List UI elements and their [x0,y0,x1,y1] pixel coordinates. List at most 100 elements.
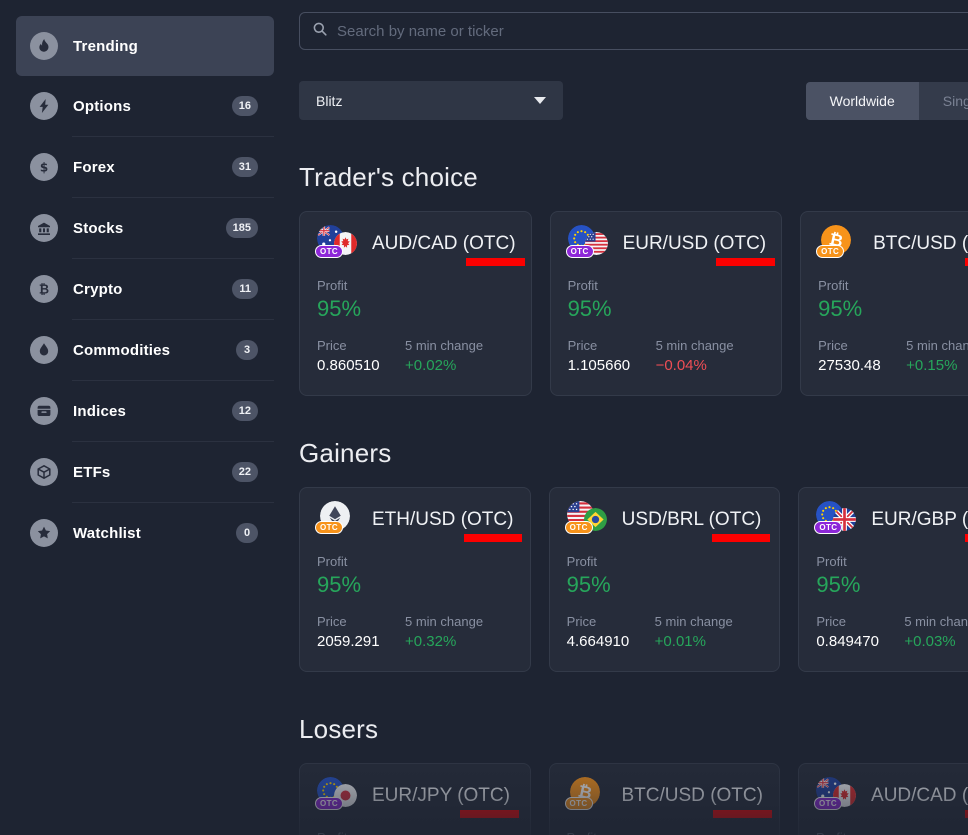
asset-card[interactable]: ₿OTC BTC/USD (OTC) Profit Price 5 min ch… [548,763,781,835]
price-label: Price [816,614,846,629]
price-label: Price [317,338,347,353]
sidebar-item-count-badge: 11 [232,279,258,299]
asset-card-header: ₿OTC BTC/USD (OTC) [564,777,772,818]
pair-name: AUD/CAD [372,232,458,254]
flame-icon [30,32,58,60]
pair-flags-icon: OTC [814,777,860,814]
svg-text:$: $ [40,160,48,174]
sidebar-item-forex[interactable]: $ Forex 31 [16,137,274,197]
cards-row: OTC AUD/CAD (OTC) Profit 95% Price 0.860… [299,211,968,396]
sidebar-divider [72,441,274,442]
pair-title: AUD/CAD (OTC) [871,785,968,818]
profit-label: Profit [818,278,849,293]
pair-title: BTC/USD (OTC) [873,232,968,266]
pair-otc-suffix: (OTC) [710,784,772,818]
pair-name: BTC/USD [873,232,957,254]
dollar-icon: $ [30,153,58,181]
pair-name: EUR/JPY [372,784,452,806]
asset-card[interactable]: OTC AUD/CAD (OTC) Profit 95% Price 0.860… [299,211,532,396]
asset-section: Trader's choice Last week OTC AUD/CAD (O… [299,162,968,396]
stats-row: Price 0.849470 5 min change +0.03% [816,614,968,650]
pair-title: AUD/CAD (OTC) [372,232,525,266]
profit-value: 95% [317,572,362,597]
price-value: 4.664910 [566,633,630,650]
cards-wrap: OTC EUR/JPY (OTC) Profit Price 5 min cha… [293,763,968,835]
pair-name: ETH/USD [372,508,456,530]
change-value: +0.32% [405,633,457,650]
sidebar-item-watchlist[interactable]: Watchlist 0 [16,503,274,563]
price-value: 1.105660 [567,357,631,374]
search-bar [299,12,968,50]
price-value: 27530.48 [818,357,881,374]
sidebar-item-options[interactable]: Options 16 [16,76,274,136]
asset-section: Gainers Last week OTC ETH/USD (OTC) Prof… [299,438,968,672]
price-label: Price [818,338,848,353]
asset-card[interactable]: OTC EUR/JPY (OTC) Profit Price 5 min cha… [299,763,531,835]
change-label: 5 min change [405,338,484,353]
sidebar-divider [72,319,274,320]
sidebar-item-indices[interactable]: Indices 12 [16,381,274,441]
cards-wrap: OTC ETH/USD (OTC) Profit 95% Price 2059.… [299,487,968,672]
profit-label: Profit [567,830,765,835]
instrument-type-dropdown[interactable]: Blitz [299,81,563,120]
region-tab-worldwide[interactable]: Worldwide [805,81,919,120]
archive-box-icon [30,397,58,425]
sidebar-item-stocks[interactable]: Stocks 185 [16,198,274,258]
sidebar-item-etfs[interactable]: ETFs 22 [16,442,274,502]
asset-card[interactable]: OTC AUD/CAD (OTC) Profit Price 5 min cha… [798,763,968,835]
otc-badge: OTC [565,245,594,258]
change-label: 5 min change [906,338,968,353]
price-label: Price [317,614,347,629]
pair-name: EUR/USD [622,232,709,254]
pair-name: EUR/GBP [871,508,957,530]
asset-card-header: OTC ETH/USD (OTC) [315,501,523,542]
stats-row: Price 1.105660 5 min change −0.04% [568,338,767,374]
sidebar-item-trending[interactable]: Trending [16,16,274,76]
change-label: 5 min change [655,338,734,353]
stats-row: Price 27530.48 5 min change +0.15% [818,338,968,374]
asset-card-header: OTC AUD/CAD (OTC) [315,225,525,266]
search-input[interactable] [337,22,968,40]
asset-card[interactable]: OTC ETH/USD (OTC) Profit 95% Price 2059.… [299,487,531,672]
otc-badge: OTC [315,797,344,810]
profit-label: Profit [317,554,348,569]
asset-card[interactable]: ₿OTC BTC/USD (OTC) Profit 95% Price 2753… [800,211,968,396]
search-icon [312,21,328,42]
droplet-icon [30,336,58,364]
profit-value: 95% [816,572,861,597]
otc-badge: OTC [564,521,593,534]
sidebar-item-count-badge: 12 [231,401,258,421]
pair-otc-suffix: (OTC) [962,785,968,818]
stats-row: Price 2059.291 5 min change +0.32% [317,614,515,650]
change-label: 5 min change [904,614,968,629]
region-toggle: WorldwideSingapore [805,81,968,120]
profit-label: Profit [567,278,598,293]
asset-card[interactable]: OTC EUR/GBP (OTC) Profit 95% Price 0.849… [798,487,968,672]
sidebar-item-label: Stocks [73,219,124,237]
profit-label: Profit [566,554,598,569]
sidebar-item-count-badge: 31 [231,157,258,177]
otc-badge: OTC [315,245,344,258]
region-tab-singapore[interactable]: Singapore [918,81,968,120]
change-label: 5 min change [654,614,733,629]
pair-flags-icon: ₿ OTC [816,225,862,262]
sidebar-item-crypto[interactable]: ₿ Crypto 11 [16,259,274,319]
pair-title: EUR/JPY (OTC) [372,784,519,818]
pair-title: USD/BRL (OTC) [622,509,771,542]
profit-label: Profit [816,830,968,835]
change-value: −0.04% [655,357,707,374]
sidebar-item-label: ETFs [73,463,111,481]
profit-label: Profit [816,554,847,569]
chevron-down-icon [534,97,546,104]
sidebar-item-count-badge: 16 [231,96,258,116]
pair-title: BTC/USD (OTC) [622,784,772,818]
asset-card[interactable]: OTC EUR/USD (OTC) Profit 95% Price 1.105… [549,211,783,396]
asset-card[interactable]: OTC USD/BRL (OTC) Profit 95% Price 4.664… [548,487,781,672]
asset-card-header: OTC AUD/CAD (OTC) [814,777,968,818]
sidebar-item-commodities[interactable]: Commodities 3 [16,320,274,380]
profit-value: 95% [566,572,611,597]
change-value: +0.03% [904,633,956,650]
sidebar-nav: Trending Options 16 $ Forex 31 Stocks 18… [16,16,274,563]
svg-text:₿: ₿ [39,282,49,297]
sidebar-item-count-badge: 185 [225,218,258,238]
